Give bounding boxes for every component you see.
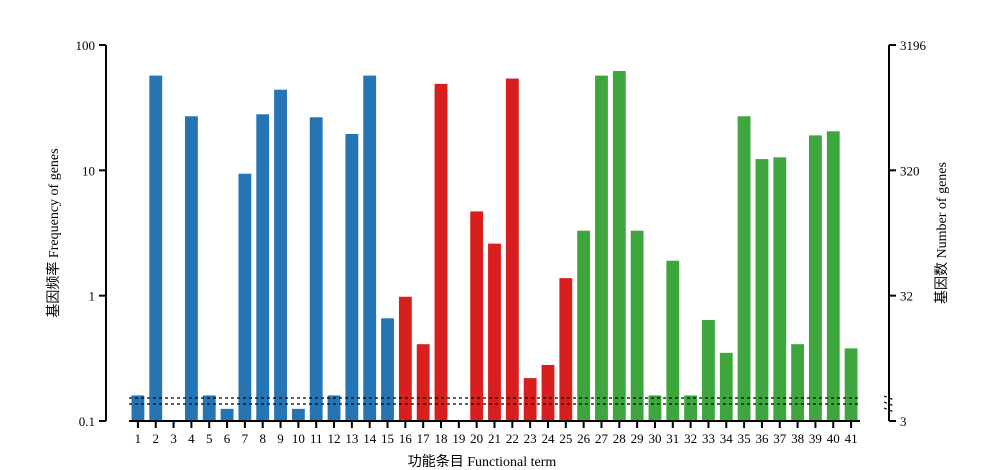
left-y-tick-label-3: 100	[76, 38, 96, 53]
right-y-tick-label-1: 32	[900, 289, 913, 304]
x-tick-label-5: 5	[206, 431, 213, 446]
x-tick-label-33: 33	[702, 431, 715, 446]
bar-17	[416, 344, 430, 421]
bar-18	[434, 83, 448, 421]
bar-29	[630, 230, 644, 421]
x-tick-label-41: 41	[845, 431, 858, 446]
x-tick-label-12: 12	[328, 431, 341, 446]
x-tick-label-32: 32	[684, 431, 697, 446]
x-tick-label-25: 25	[559, 431, 572, 446]
bar-1	[131, 395, 145, 421]
bars-group	[131, 71, 858, 422]
x-tick-label-24: 24	[541, 431, 555, 446]
bar-13	[345, 133, 359, 422]
right-y-tick-label-0: 3	[900, 414, 907, 429]
x-tick-label-18: 18	[435, 431, 448, 446]
bar-32	[684, 395, 698, 421]
bar-6	[220, 408, 234, 421]
bar-12	[327, 395, 341, 421]
x-tick-label-9: 9	[277, 431, 284, 446]
x-tick-label-37: 37	[773, 431, 787, 446]
x-tick-label-16: 16	[399, 431, 413, 446]
bar-37	[773, 157, 787, 421]
bar-35	[737, 116, 751, 422]
bar-39	[809, 135, 822, 421]
bar-26	[577, 230, 591, 421]
bar-5	[202, 395, 216, 421]
x-tick-label-6: 6	[224, 431, 231, 446]
x-tick-label-39: 39	[809, 431, 822, 446]
x-tick-label-36: 36	[755, 431, 769, 446]
x-tick-label-21: 21	[488, 431, 501, 446]
left-y-ticks: 0.1 1 10 100	[76, 38, 106, 429]
x-tick-label-26: 26	[577, 431, 591, 446]
left-y-tick-label-2: 10	[82, 163, 95, 178]
bar-25	[559, 278, 573, 421]
bar-9	[274, 89, 287, 421]
right-y-axis-label: 基因数 Number of genes	[933, 162, 950, 304]
x-tick-label-8: 8	[259, 431, 266, 446]
bar-8	[256, 114, 270, 421]
right-y-ticks: 3 32 320 3196	[889, 38, 927, 429]
bar-20	[470, 211, 484, 421]
bar-30	[648, 395, 662, 421]
left-y-tick-label-1: 1	[89, 289, 96, 304]
x-tick-label-2: 2	[152, 431, 159, 446]
right-axis-break-mark	[883, 395, 895, 413]
x-tick-label-4: 4	[188, 431, 195, 446]
x-tick-label-17: 17	[417, 431, 431, 446]
bar-28	[612, 71, 626, 422]
axis-break-marks	[129, 395, 895, 413]
bar-23	[523, 378, 537, 421]
left-y-tick-label-0: 0.1	[79, 414, 95, 429]
x-tick-label-30: 30	[648, 431, 661, 446]
bar-11	[309, 117, 323, 421]
x-tick-label-27: 27	[595, 431, 609, 446]
x-tick-label-38: 38	[791, 431, 804, 446]
x-tick-label-29: 29	[631, 431, 644, 446]
bar-36	[755, 159, 769, 421]
bar-10	[291, 408, 305, 421]
bar-21	[488, 243, 501, 421]
x-tick-label-7: 7	[242, 431, 249, 446]
bar-40	[826, 131, 840, 421]
right-y-tick-label-2: 320	[900, 163, 920, 178]
x-tick-label-3: 3	[170, 431, 177, 446]
x-tick-label-23: 23	[524, 431, 537, 446]
left-y-axis-label: 基因频率 Frequency of genes	[45, 148, 62, 317]
bar-4	[184, 116, 198, 422]
x-tick-label-14: 14	[363, 431, 377, 446]
x-tick-label-15: 15	[381, 431, 394, 446]
x-tick-label-31: 31	[666, 431, 679, 446]
x-tick-label-35: 35	[738, 431, 751, 446]
x-tick-label-13: 13	[345, 431, 358, 446]
bar-16	[398, 296, 412, 421]
x-tick-label-40: 40	[827, 431, 840, 446]
bar-14	[363, 75, 377, 421]
right-y-tick-label-3: 3196	[900, 38, 927, 53]
bar-31	[666, 260, 680, 421]
x-tick-label-28: 28	[613, 431, 626, 446]
x-tick-label-11: 11	[310, 431, 323, 446]
bar-33	[702, 319, 715, 421]
x-tick-label-19: 19	[452, 431, 465, 446]
x-tick-label-22: 22	[506, 431, 519, 446]
bar-7	[238, 173, 252, 421]
x-tick-label-20: 20	[470, 431, 483, 446]
bar-34	[719, 352, 733, 421]
x-tick-label-1: 1	[135, 431, 142, 446]
x-tick-label-34: 34	[720, 431, 734, 446]
bar-15	[381, 318, 394, 421]
bar-38	[791, 344, 805, 421]
bar-22	[505, 78, 519, 421]
bar-2	[149, 75, 163, 421]
bar-24	[541, 364, 555, 421]
x-axis-label: 功能条目 Functional term	[408, 453, 557, 470]
bar-41	[844, 348, 858, 421]
x-tick-label-10: 10	[292, 431, 305, 446]
bar-27	[595, 75, 608, 421]
x-ticks: 1 2 3 4 5 6 7 8 9 10 11 12 13 14 15 16 17 18 19 20 21 22 23 24 2…	[135, 421, 858, 446]
